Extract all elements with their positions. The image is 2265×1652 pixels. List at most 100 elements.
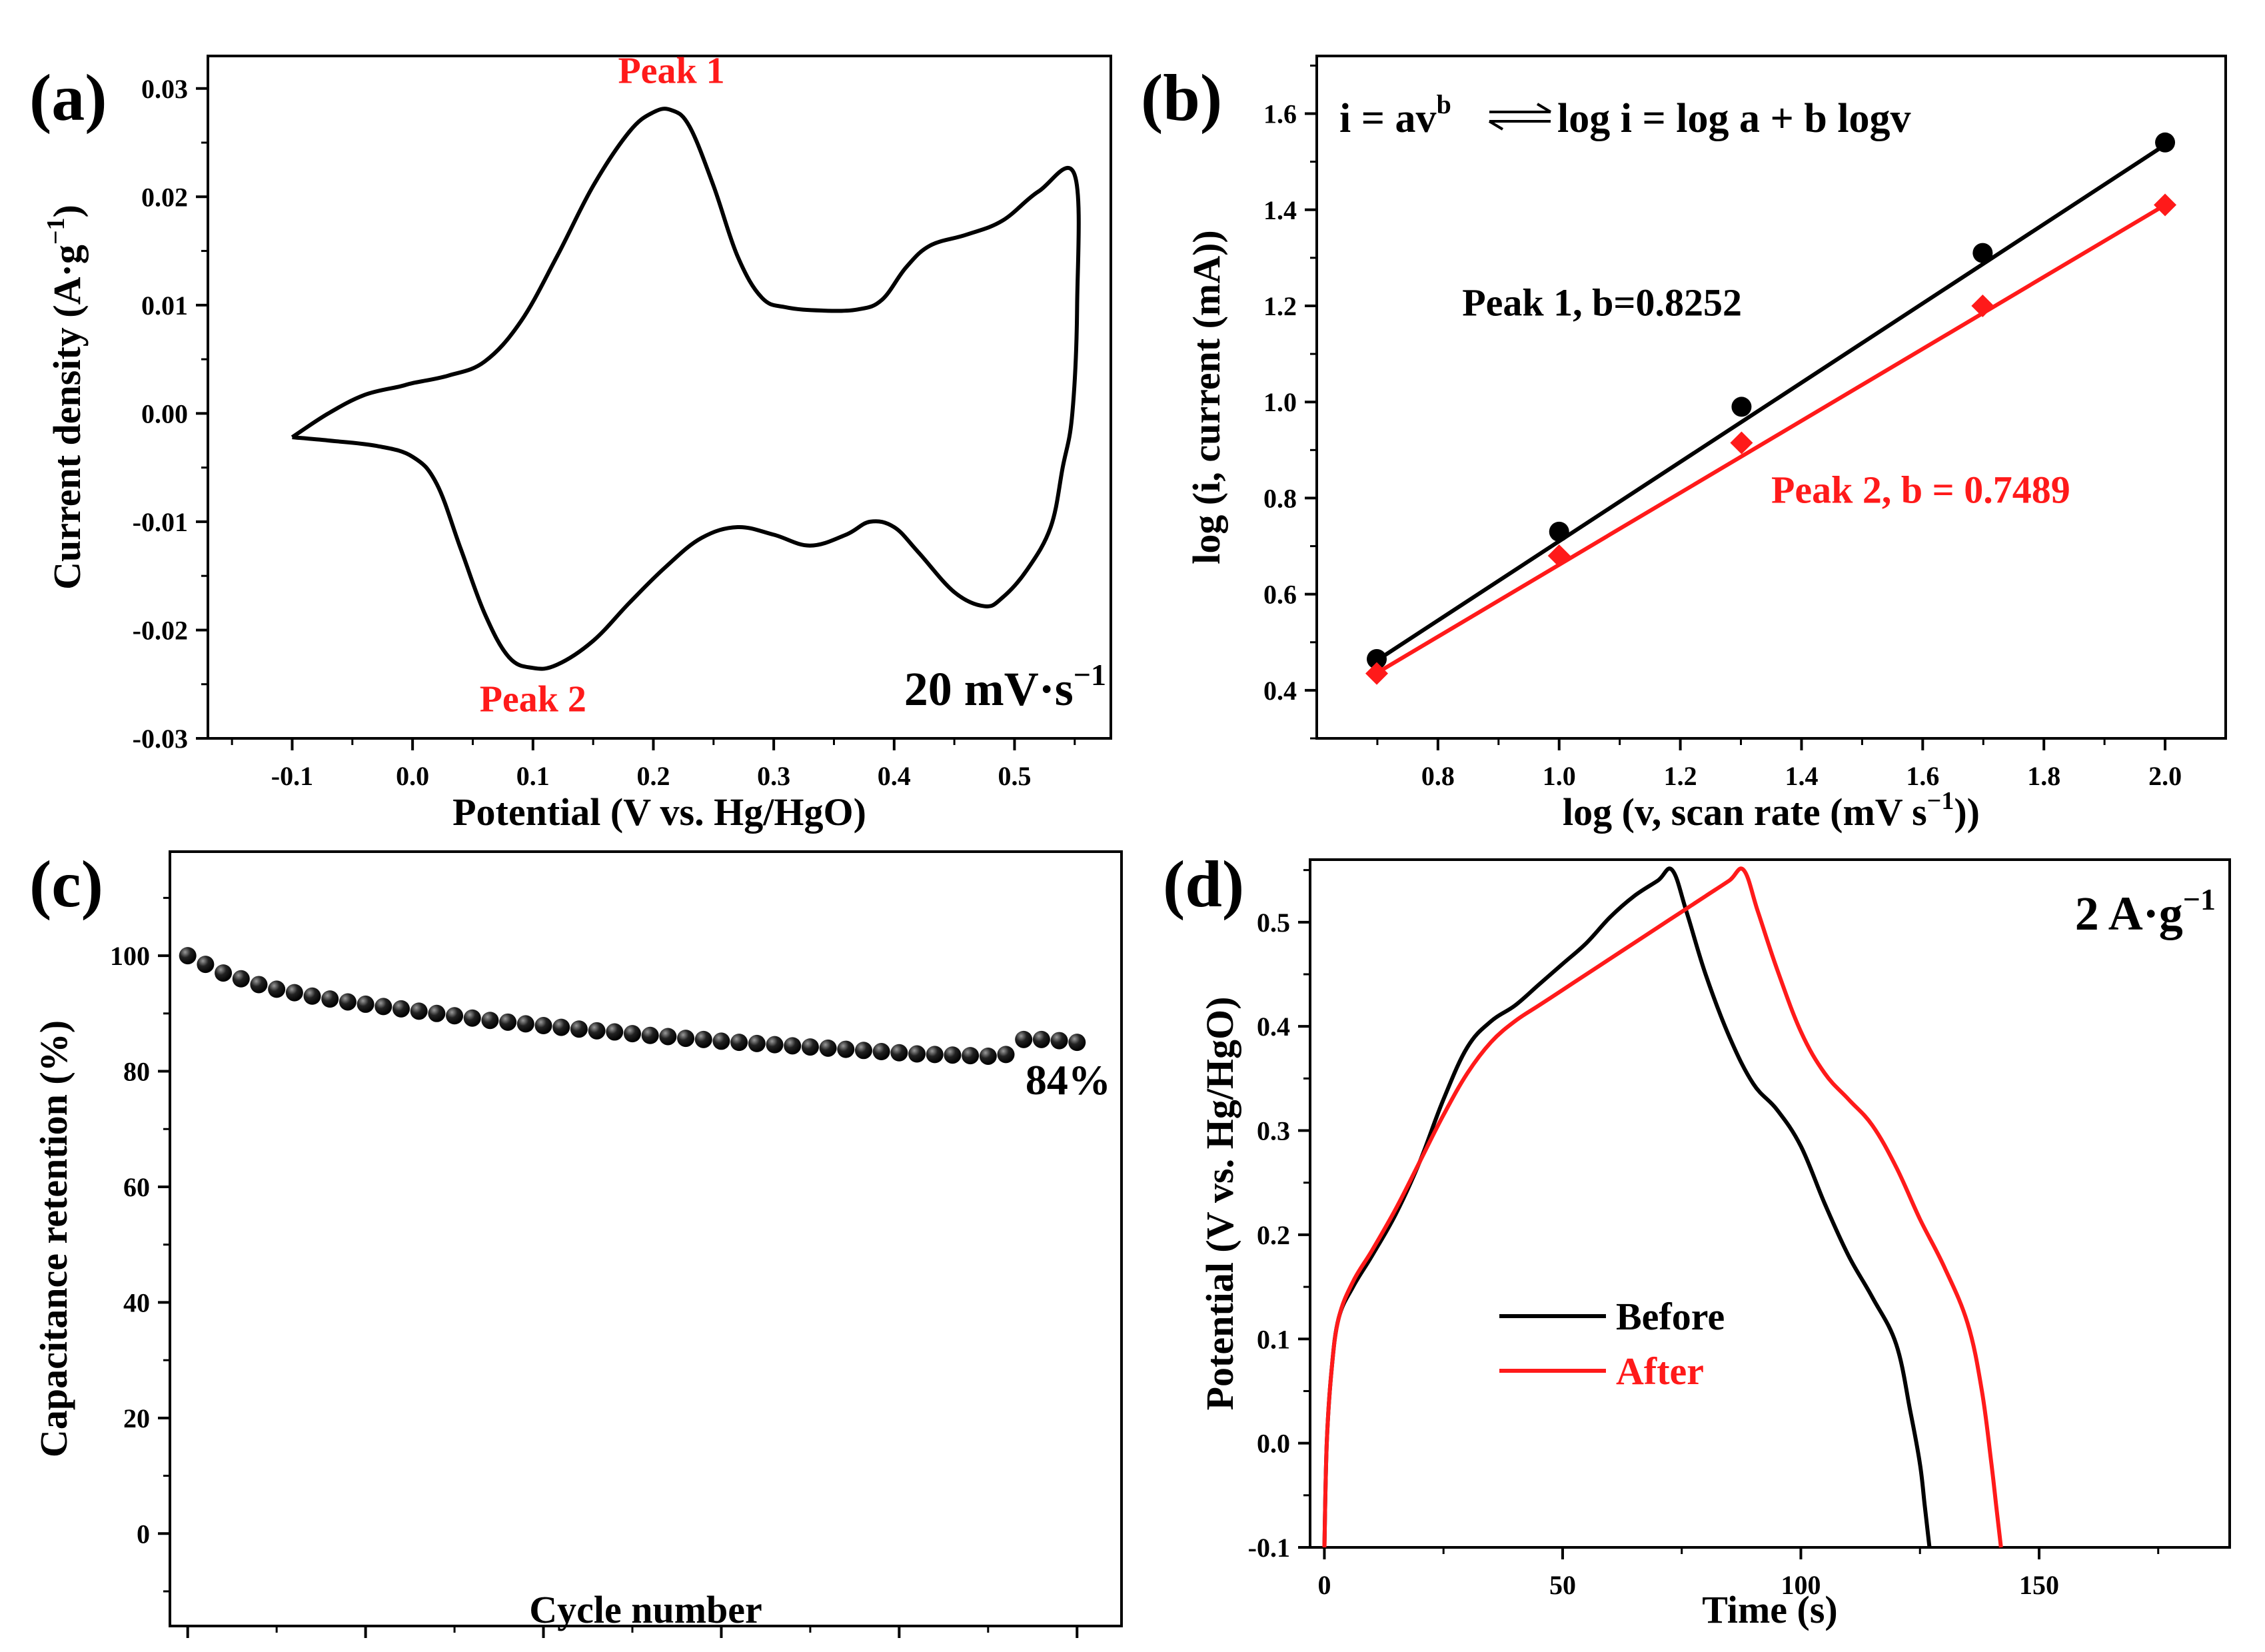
retention-point [446,1007,464,1025]
retention-point [321,990,339,1008]
retention-annotation: 84% [1026,1056,1111,1104]
retention-point [872,1043,890,1061]
x-axis-title: Potential (V vs. Hg/HgO) [452,790,866,834]
y-tick-label: 0.03 [141,74,188,104]
data-point-peak-2 [1365,662,1389,685]
retention-point [908,1045,926,1063]
retention-point [410,1002,428,1020]
x-tick-label: 10000 [1044,1649,1110,1652]
x-tick-label: 2000 [339,1649,392,1652]
retention-point [979,1047,997,1065]
y-axis-title: log (i, current (mA)) [1185,230,1228,564]
retention-point [534,1017,552,1035]
retention-point [516,1015,534,1033]
x-axis-title: Cycle number [529,1588,762,1631]
y-tick-label: 40 [123,1287,150,1317]
y-tick-label: 0.2 [1257,1220,1290,1250]
x-tick-label: 0 [1317,1570,1331,1600]
x-tick-label: 0.4 [878,761,911,791]
y-axis-title: Current density (A·g−1) [42,205,89,590]
panel-label: (d) [1163,847,1244,921]
panel-label: (c) [29,847,103,921]
y-tick-label: 0.0 [1257,1429,1290,1459]
retention-point [463,1009,481,1027]
x-tick-label: 150 [2019,1570,2059,1600]
retention-point [677,1030,695,1048]
x-tick-label: 1.2 [1664,761,1697,791]
x-tick-label: 0.2 [636,761,670,791]
legend-label-before: Before [1616,1295,1725,1338]
retention-point [944,1046,962,1064]
data-point-peak-1 [1731,397,1752,417]
fit-line-1 [1375,143,2166,662]
retention-point [730,1034,748,1052]
x-tick-label: 0.1 [516,761,550,791]
x-tick-label: 1.0 [1543,761,1576,791]
retention-point [694,1030,712,1048]
data-point-peak-1 [1549,521,1569,542]
retention-point [375,998,392,1016]
x-tick-label: 4000 [517,1649,570,1652]
retention-point [890,1044,908,1062]
y-tick-label: 0 [137,1519,150,1549]
x-tick-label: 6000 [694,1649,748,1652]
panel-label: (a) [29,61,107,135]
y-tick-label: 80 [123,1057,150,1087]
retention-point [712,1032,730,1050]
retention-point [837,1040,855,1058]
data-point-peak-2 [1547,544,1571,567]
retention-point [766,1036,784,1054]
y-tick-label: 60 [123,1172,150,1202]
retention-point [1050,1032,1068,1050]
x-tick-label: 0.5 [998,761,1031,791]
panel-d-gcd: 0 50 100 150 -0.1 0.0 0.1 0.2 0.3 0.4 0.5 (d) Before… [1163,847,2231,1631]
y-tick-label: 1.6 [1263,99,1297,129]
retention-point [1068,1034,1086,1052]
x-tick-label: 100 [1781,1570,1821,1600]
peak-2-label: Peak 2 [480,678,586,720]
equilibrium-arrow-left [1488,120,1551,131]
y-tick-label: 0.00 [141,399,188,428]
retention-point [197,956,215,974]
x-tick-label: 50 [1549,1570,1576,1600]
retention-point [641,1026,659,1044]
retention-point [268,980,286,998]
x-tick-label: -0.1 [271,761,313,791]
data-point-peak-1 [2155,132,2176,153]
retention-point [801,1038,819,1056]
y-tick-label: 0.3 [1257,1116,1290,1146]
retention-point [784,1037,802,1055]
panel-c-cycling: 0 2000 4000 6000 8000 10000 0 20 40 60 80 100(c) 84%… [29,847,1123,1652]
retention-point [215,964,233,982]
y-tick-label: 0.4 [1263,676,1297,706]
retention-point [392,1000,410,1018]
gcd-curve-after [1322,866,2003,1548]
peak-1-label: Peak 1 [618,51,724,92]
x-tick-label: 1.8 [2027,761,2060,791]
scan-rate-label: 20 mV·s−1 [904,658,1106,716]
y-axis-title: Capacitance retention (%) [32,1020,75,1457]
fit-line-2 [1375,203,2166,675]
fit-label-peak-2: Peak 2, b = 0.7489 [1771,468,2070,512]
retention-point [428,1004,446,1022]
y-tick-label: 1.2 [1263,291,1297,321]
x-tick-label: 0.0 [396,761,429,791]
retention-point [303,987,321,1005]
x-tick-label: 0.3 [757,761,790,791]
retention-point [962,1047,980,1065]
retention-point [232,970,250,988]
y-tick-label: 0.02 [141,182,188,212]
y-tick-label: 0.1 [1257,1324,1290,1354]
x-tick-label: 2.0 [2148,761,2182,791]
retention-point [854,1042,872,1060]
y-tick-label: 20 [123,1403,150,1433]
y-tick-label: 100 [110,941,150,971]
y-tick-label: 1.0 [1263,387,1297,417]
retention-point [285,984,303,1002]
gcd-curve-before [1322,866,1932,1548]
retention-point [1032,1030,1050,1048]
y-tick-label: 0.4 [1257,1012,1290,1042]
retention-point [250,976,268,994]
y-tick-label: 0.8 [1263,483,1297,513]
retention-point [357,995,375,1013]
